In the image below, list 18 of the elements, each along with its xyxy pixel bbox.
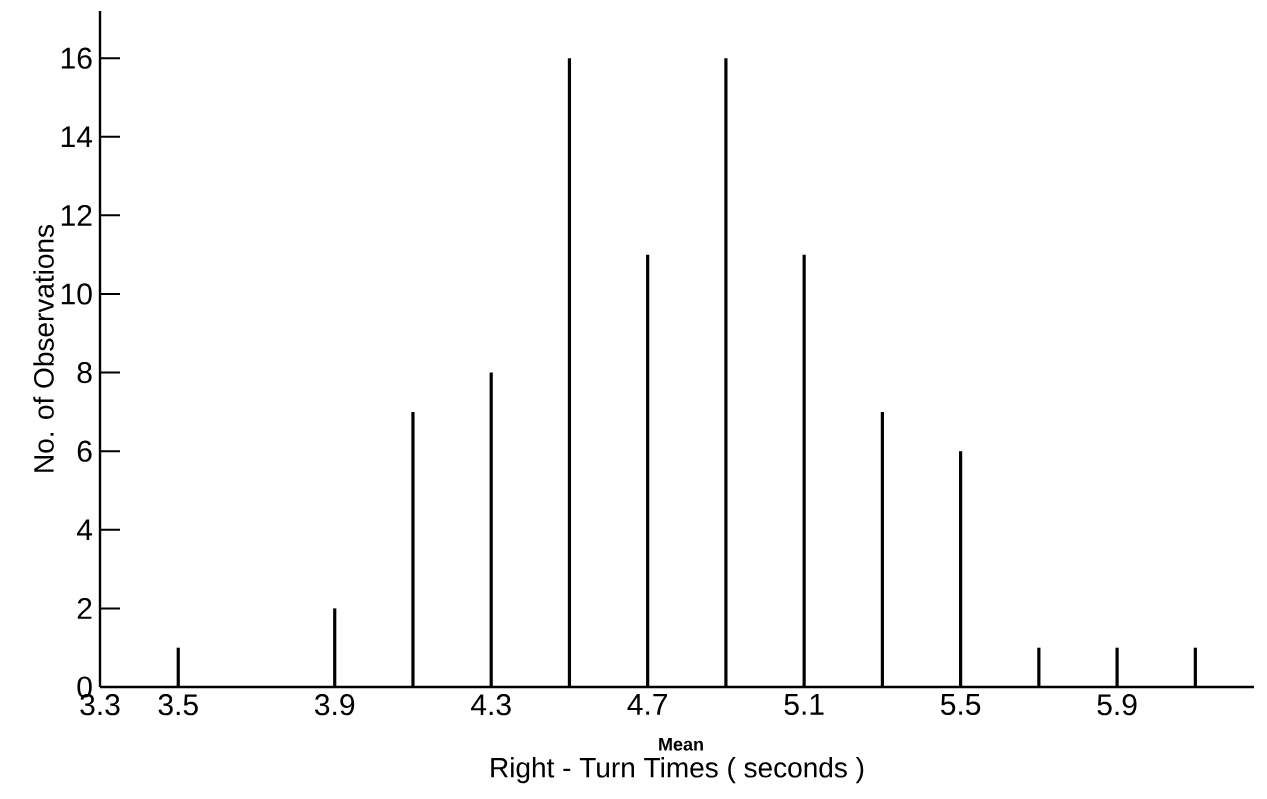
x-axis-title: Right - Turn Times ( seconds ) [491, 757, 864, 784]
x-tick-label: 5.1 [784, 694, 824, 715]
x-tick-label: 5.9 [1097, 694, 1137, 716]
y-tick-label: 6 [77, 440, 92, 462]
y-tick-label: 12 [61, 204, 92, 226]
y-axis-title: No. of Observations [33, 225, 54, 472]
x-tick-label: 5.5 [940, 694, 981, 715]
text: Mean [659, 738, 703, 751]
y-tick-label: 10 [61, 283, 92, 305]
y-tick-label: 16 [61, 47, 92, 69]
x-tick-label: 3.9 [315, 694, 355, 716]
x-tick-label: 4.3 [471, 694, 511, 716]
y-tick-label: 8 [77, 361, 92, 384]
x-tick-label: 3.5 [158, 694, 198, 716]
y-tick-label: 4 [76, 519, 93, 541]
y-tick-label: 2 [77, 597, 92, 619]
y-tick-label: 14 [61, 126, 93, 148]
x-tick-label: 4.7 [627, 694, 668, 715]
